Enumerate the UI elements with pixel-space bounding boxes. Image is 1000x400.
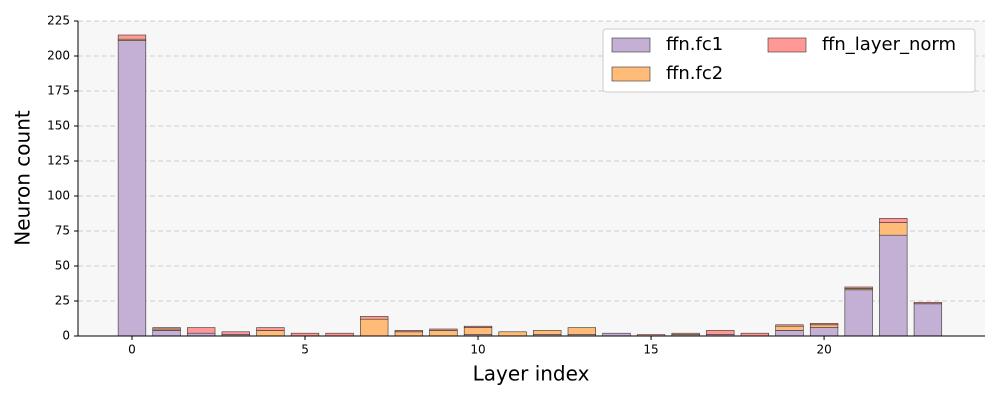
bar-segment [706, 330, 735, 335]
bar-segment [498, 331, 527, 337]
bar-segment [533, 330, 562, 335]
bar-segment [809, 324, 839, 328]
y-axis-label: Neuron count [11, 110, 35, 246]
y-tick-label: 50 [55, 259, 70, 273]
bar-segment [429, 328, 458, 331]
legend-label: ffn.fc1 [666, 34, 723, 55]
legend-swatch [611, 37, 651, 53]
y-tick-label: 125 [47, 154, 70, 168]
bar-segment [360, 318, 389, 337]
y-tick-label: 175 [47, 84, 70, 98]
y-tick-label: 150 [47, 119, 70, 133]
y-tick-label: 100 [47, 189, 70, 203]
bar-segment [879, 234, 908, 337]
bar-segment [775, 325, 804, 331]
y-tick-label: 25 [55, 294, 70, 308]
bar-segment [913, 303, 943, 337]
bar-segment [394, 331, 423, 337]
bar-segment [256, 327, 285, 331]
x-tick-label: 5 [301, 343, 309, 357]
y-tick-label: 200 [47, 49, 70, 63]
bar-segment [429, 330, 458, 337]
y-tick-label: 0 [62, 329, 70, 343]
legend-label: ffn_layer_norm [822, 34, 956, 55]
bar-segment [152, 330, 181, 337]
legend-box [602, 28, 976, 93]
bar-segment [187, 327, 216, 334]
legend-swatch [611, 66, 651, 82]
bar-segment [809, 323, 839, 326]
bar-segment [775, 330, 804, 337]
y-tick-label: 225 [47, 14, 70, 28]
bar-segment [463, 325, 493, 328]
bar-segment [809, 327, 839, 337]
bar-segment [913, 302, 943, 305]
bar-segment [221, 331, 250, 335]
bar-segment [671, 332, 700, 335]
legend-swatch [767, 37, 807, 53]
bar-segment [879, 222, 908, 236]
bar-segment [117, 34, 147, 40]
bar-segment [844, 289, 873, 337]
legend-label: ffn.fc2 [666, 63, 723, 84]
bar-segment [463, 327, 493, 335]
bar-segment [117, 40, 147, 337]
x-tick-label: 0 [128, 343, 136, 357]
bar-segment [775, 324, 804, 327]
bar-segment [844, 286, 873, 289]
bar-segment [360, 316, 389, 320]
y-tick-label: 75 [55, 224, 70, 238]
x-axis-label: Layer index [473, 362, 590, 386]
x-tick-label: 20 [816, 343, 831, 357]
bar-segment [152, 327, 181, 330]
bar-segment [879, 218, 908, 223]
x-tick-label: 10 [470, 343, 485, 357]
x-tick-label: 15 [643, 343, 658, 357]
bar-segment [394, 330, 423, 333]
bar-segment [256, 330, 285, 337]
bar-segment [567, 327, 596, 335]
